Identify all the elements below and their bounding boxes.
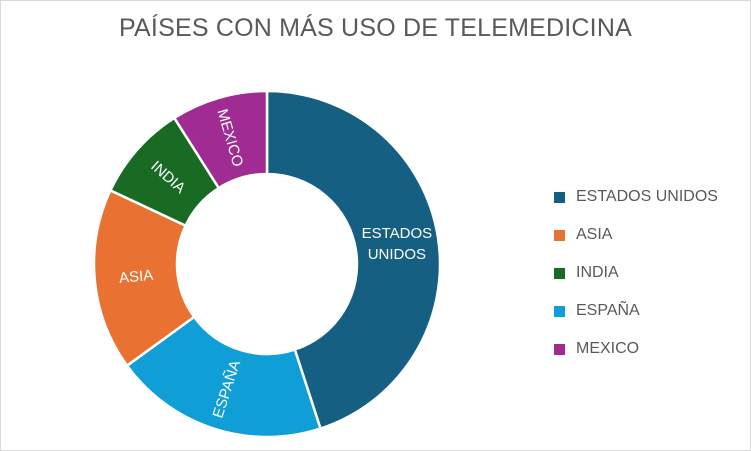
- legend-item-mexico: MEXICO: [554, 330, 718, 368]
- legend-item-india: INDIA: [554, 254, 718, 292]
- legend-label: ESPAÑA: [576, 302, 640, 319]
- legend-item-espana: ESPAÑA: [554, 292, 718, 330]
- legend: ESTADOS UNIDOS ASIA INDIA ESPAÑA MEXICO: [554, 178, 718, 368]
- slice-mexico: [172, 89, 269, 190]
- legend-swatch: [554, 343, 565, 355]
- legend-swatch: [554, 267, 565, 279]
- legend-swatch: [554, 229, 565, 241]
- legend-label: INDIA: [576, 264, 619, 281]
- legend-swatch: [554, 305, 565, 317]
- slice-espana: [125, 315, 323, 439]
- legend-label: ASIA: [576, 226, 613, 243]
- legend-swatch: [554, 191, 565, 203]
- legend-label: ESTADOS UNIDOS: [576, 188, 718, 205]
- legend-item-estados-unidos: ESTADOS UNIDOS: [554, 178, 718, 216]
- slice-estados-unidos: [265, 89, 442, 431]
- chart-title: PAÍSES CON MÁS USO DE TELEMEDICINA: [119, 14, 632, 42]
- donut-slices: [92, 89, 442, 439]
- legend-item-asia: ASIA: [554, 216, 718, 254]
- slice-label-estados-unidos: ESTADOS UNIDOS: [362, 225, 433, 263]
- slice-label-asia: ASIA: [118, 267, 154, 287]
- legend-label: MEXICO: [576, 340, 640, 357]
